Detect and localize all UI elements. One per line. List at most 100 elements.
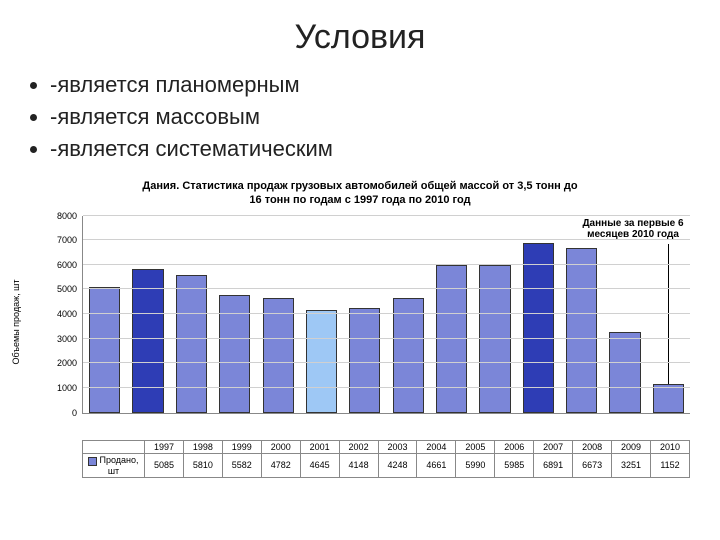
plot-area: Данные за первые 6 месяцев 2010 года 010… [82, 216, 690, 414]
table-header-cell: 2001 [300, 441, 339, 454]
bar-slot [213, 216, 256, 413]
table-header-cell: 2004 [417, 441, 456, 454]
table-data-cell: 6673 [573, 454, 612, 477]
table-data-cell: 4248 [378, 454, 417, 477]
bar [609, 332, 640, 412]
y-tick-label: 3000 [57, 334, 83, 344]
bar [479, 265, 510, 412]
bar [436, 265, 467, 413]
table-row-label-text: Продано, шт [99, 455, 138, 475]
slide-title: Условия [22, 18, 698, 57]
bar-slot [300, 216, 343, 413]
bars-group [83, 216, 690, 413]
y-axis-label: Объемы продаж, шт [11, 279, 21, 364]
y-tick-label: 8000 [57, 211, 83, 221]
table-header-cell: 2000 [261, 441, 300, 454]
y-tick-label: 2000 [57, 358, 83, 368]
bar-slot [83, 216, 126, 413]
x-tick [430, 413, 473, 415]
y-tick-label: 6000 [57, 260, 83, 270]
grid-line [83, 387, 690, 388]
table-data-cell: 5810 [183, 454, 222, 477]
bullet-item: -является планомерным [50, 69, 698, 101]
bullet-list: -является планомерным-является массовым-… [22, 69, 698, 165]
x-tick [213, 413, 256, 415]
table-header-cell: 1999 [222, 441, 261, 454]
x-tick [517, 413, 560, 415]
y-tick-label: 0 [72, 408, 83, 418]
bar-slot [256, 216, 299, 413]
table-data-cell: 5985 [495, 454, 534, 477]
chart-title: Дания. Статистика продаж грузовых автомо… [22, 180, 698, 208]
table-row-label: Продано, шт [83, 454, 145, 477]
chart-annotation: Данные за первые 6 месяцев 2010 года [578, 218, 688, 241]
x-tick [126, 413, 169, 415]
table-header-cell: 2008 [573, 441, 612, 454]
grid-line [83, 338, 690, 339]
bar [263, 298, 294, 412]
table-data-cell: 4782 [261, 454, 300, 477]
table-data-cell: 5582 [222, 454, 261, 477]
bar-slot [517, 216, 560, 413]
x-tick [300, 413, 343, 415]
x-tick [170, 413, 213, 415]
x-tick [647, 413, 690, 415]
table-data-cell: 6891 [534, 454, 573, 477]
x-tick [387, 413, 430, 415]
bar-slot [430, 216, 473, 413]
table-header-cell: 2002 [339, 441, 378, 454]
y-tick-label: 4000 [57, 309, 83, 319]
chart-container: Дания. Статистика продаж грузовых автомо… [22, 180, 698, 480]
table-header-row: 1997199819992000200120022003200420052006… [83, 441, 690, 454]
table-data-row: Продано, шт 50855810558247824645414842484… [83, 454, 690, 477]
grid-line [83, 362, 690, 363]
table-header-cell: 2009 [612, 441, 651, 454]
bar [349, 308, 380, 413]
grid-line [83, 264, 690, 265]
table-data-cell: 5085 [145, 454, 184, 477]
bar-slot [170, 216, 213, 413]
table-data-cell: 1152 [650, 454, 689, 477]
y-tick-label: 5000 [57, 284, 83, 294]
grid-line [83, 313, 690, 314]
x-tick [473, 413, 516, 415]
bar-slot [473, 216, 516, 413]
bullet-item: -является систематическим [50, 133, 698, 165]
x-tick [256, 413, 299, 415]
bar [176, 275, 207, 412]
grid-line [83, 239, 690, 240]
x-tick [83, 413, 126, 415]
legend-marker-icon [88, 457, 97, 466]
table-header-cell: 1997 [145, 441, 184, 454]
table-corner [83, 441, 145, 454]
table-header-cell: 2007 [534, 441, 573, 454]
x-tick [343, 413, 386, 415]
table-header-cell: 2005 [456, 441, 495, 454]
x-tick [560, 413, 603, 415]
x-axis [83, 413, 690, 415]
bar-slot [560, 216, 603, 413]
bar-slot [343, 216, 386, 413]
table-data-cell: 3251 [612, 454, 651, 477]
grid-line [83, 215, 690, 216]
table-header-cell: 2010 [650, 441, 689, 454]
table-data-cell: 4661 [417, 454, 456, 477]
bar [393, 298, 424, 413]
table-data-cell: 4645 [300, 454, 339, 477]
table-data-cell: 5990 [456, 454, 495, 477]
bar [653, 384, 684, 412]
bar-slot [603, 216, 646, 413]
table-header-cell: 2003 [378, 441, 417, 454]
bar [89, 287, 120, 412]
y-tick-label: 7000 [57, 235, 83, 245]
bar-slot [387, 216, 430, 413]
x-tick [603, 413, 646, 415]
table-data-cell: 4148 [339, 454, 378, 477]
table-header-cell: 1998 [183, 441, 222, 454]
data-table: 1997199819992000200120022003200420052006… [82, 440, 690, 477]
bullet-item: -является массовым [50, 101, 698, 133]
bar [132, 269, 163, 412]
table-header-cell: 2006 [495, 441, 534, 454]
bar-slot [126, 216, 169, 413]
y-tick-label: 1000 [57, 383, 83, 393]
